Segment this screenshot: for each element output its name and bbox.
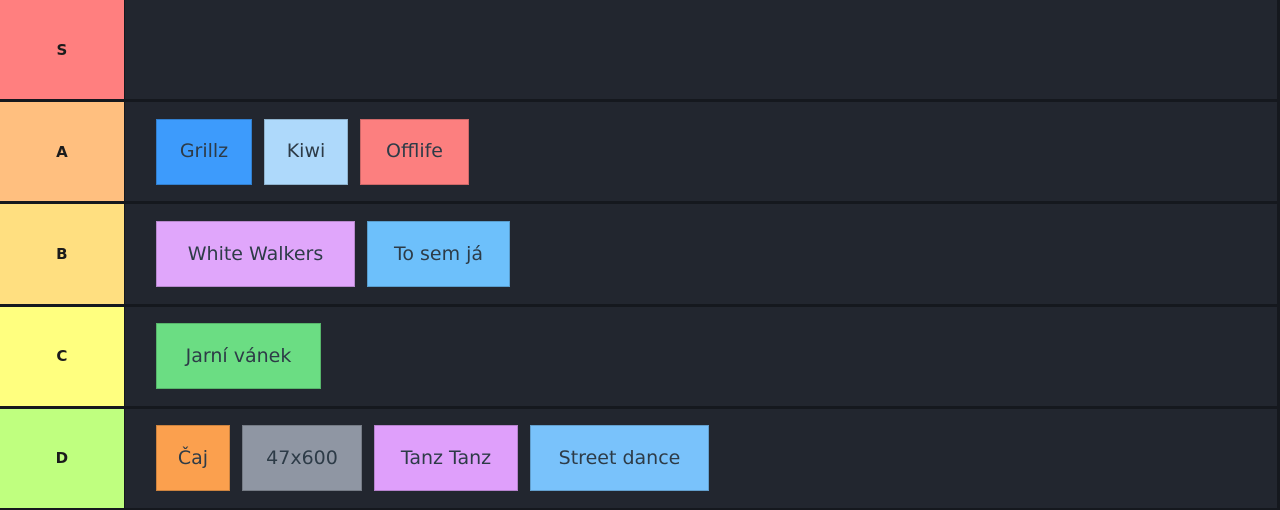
tier-items-b[interactable]: White Walkers To sem já <box>125 204 1277 303</box>
tier-row: D Čaj 47x600 Tanz Tanz Street dance <box>0 408 1277 510</box>
tier-row: A Grillz Kiwi Offlife <box>0 102 1277 205</box>
tier-item[interactable]: Grillz <box>156 118 252 185</box>
tier-item[interactable]: 47x600 <box>242 425 362 492</box>
tier-item[interactable]: Tanz Tanz <box>374 425 518 492</box>
tier-row: S <box>0 0 1277 103</box>
tier-item[interactable]: White Walkers <box>156 221 355 287</box>
tier-label-c[interactable]: C <box>0 306 125 406</box>
tier-label-b[interactable]: B <box>0 204 125 304</box>
tier-item[interactable]: Street dance <box>530 425 709 492</box>
tier-item[interactable]: Jarní vánek <box>156 323 321 390</box>
tier-label-s[interactable]: S <box>0 0 125 100</box>
tier-row: C Jarní vánek <box>0 306 1277 409</box>
tier-item[interactable]: To sem já <box>367 221 510 287</box>
tier-items-c[interactable]: Jarní vánek <box>125 307 1277 406</box>
tier-item[interactable]: Čaj <box>156 425 230 492</box>
tier-row: B White Walkers To sem já <box>0 204 1277 307</box>
tier-items-d[interactable]: Čaj 47x600 Tanz Tanz Street dance <box>125 409 1277 508</box>
tier-item[interactable]: Kiwi <box>264 118 348 185</box>
tier-label-a[interactable]: A <box>0 102 125 202</box>
tier-label-d[interactable]: D <box>0 408 125 509</box>
tier-items-s[interactable] <box>125 0 1277 99</box>
tier-items-a[interactable]: Grillz Kiwi Offlife <box>125 102 1277 201</box>
tier-item[interactable]: Offlife <box>360 118 469 185</box>
